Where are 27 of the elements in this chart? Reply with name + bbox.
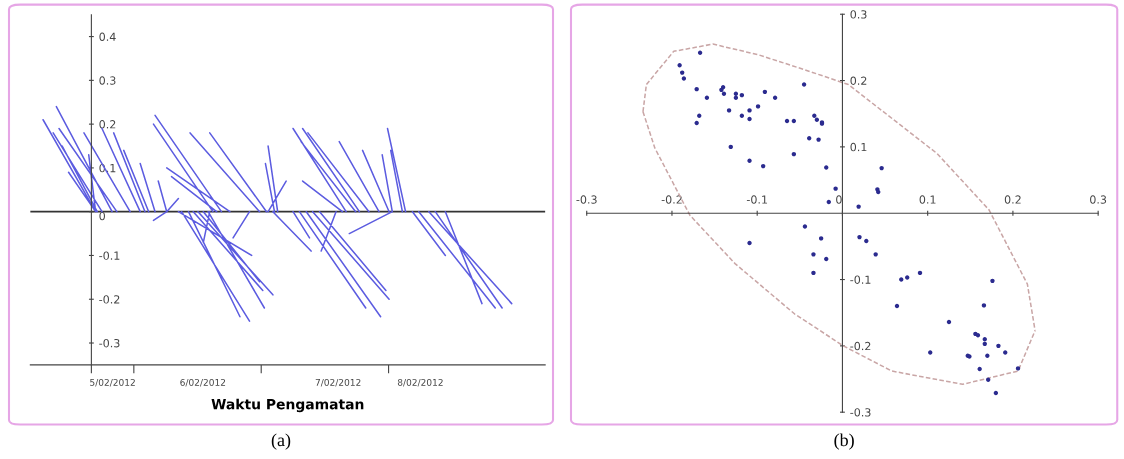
- y-tick-label: 0.3: [850, 10, 867, 19]
- x-tick-label: 8/02/2012: [397, 378, 443, 387]
- y-tick-label: -0.2: [850, 341, 871, 351]
- y-tick-label: -0.3: [99, 338, 120, 348]
- x-tick-label: 6/02/2012: [180, 378, 226, 387]
- text: (a): [271, 433, 291, 450]
- x-tick-label: 7/02/2012: [315, 378, 361, 387]
- y-tick-label: 0.2: [99, 120, 116, 129]
- x-tick-label: 0.3: [1090, 195, 1107, 204]
- x-axis-title: Waktu Pengamatan: [211, 398, 364, 413]
- y-tick-label: -0.1: [850, 275, 871, 284]
- y-tick-label: -0.3: [850, 408, 871, 417]
- y-tick-label: 0.4: [99, 32, 116, 41]
- x-tick-label: 0.2: [1004, 195, 1021, 204]
- x-tick-label: -0.1: [746, 195, 768, 204]
- text: (b): [834, 433, 854, 450]
- x-tick-label: -0.2: [661, 195, 682, 204]
- y-tick-label: 0: [99, 211, 105, 221]
- y-tick-label: -0.1: [99, 251, 120, 260]
- y-tick-label: 0.3: [99, 76, 116, 85]
- y-tick-label: -0.2: [99, 295, 120, 304]
- y-tick-label: 0.2: [850, 76, 867, 85]
- x-tick-label: 5/02/2012: [90, 378, 135, 387]
- x-tick-label: 0: [836, 195, 842, 204]
- x-tick-label: -0.3: [576, 195, 597, 204]
- x-tick-label: 0.1: [919, 195, 936, 204]
- y-tick-label: 0.1: [850, 142, 867, 152]
